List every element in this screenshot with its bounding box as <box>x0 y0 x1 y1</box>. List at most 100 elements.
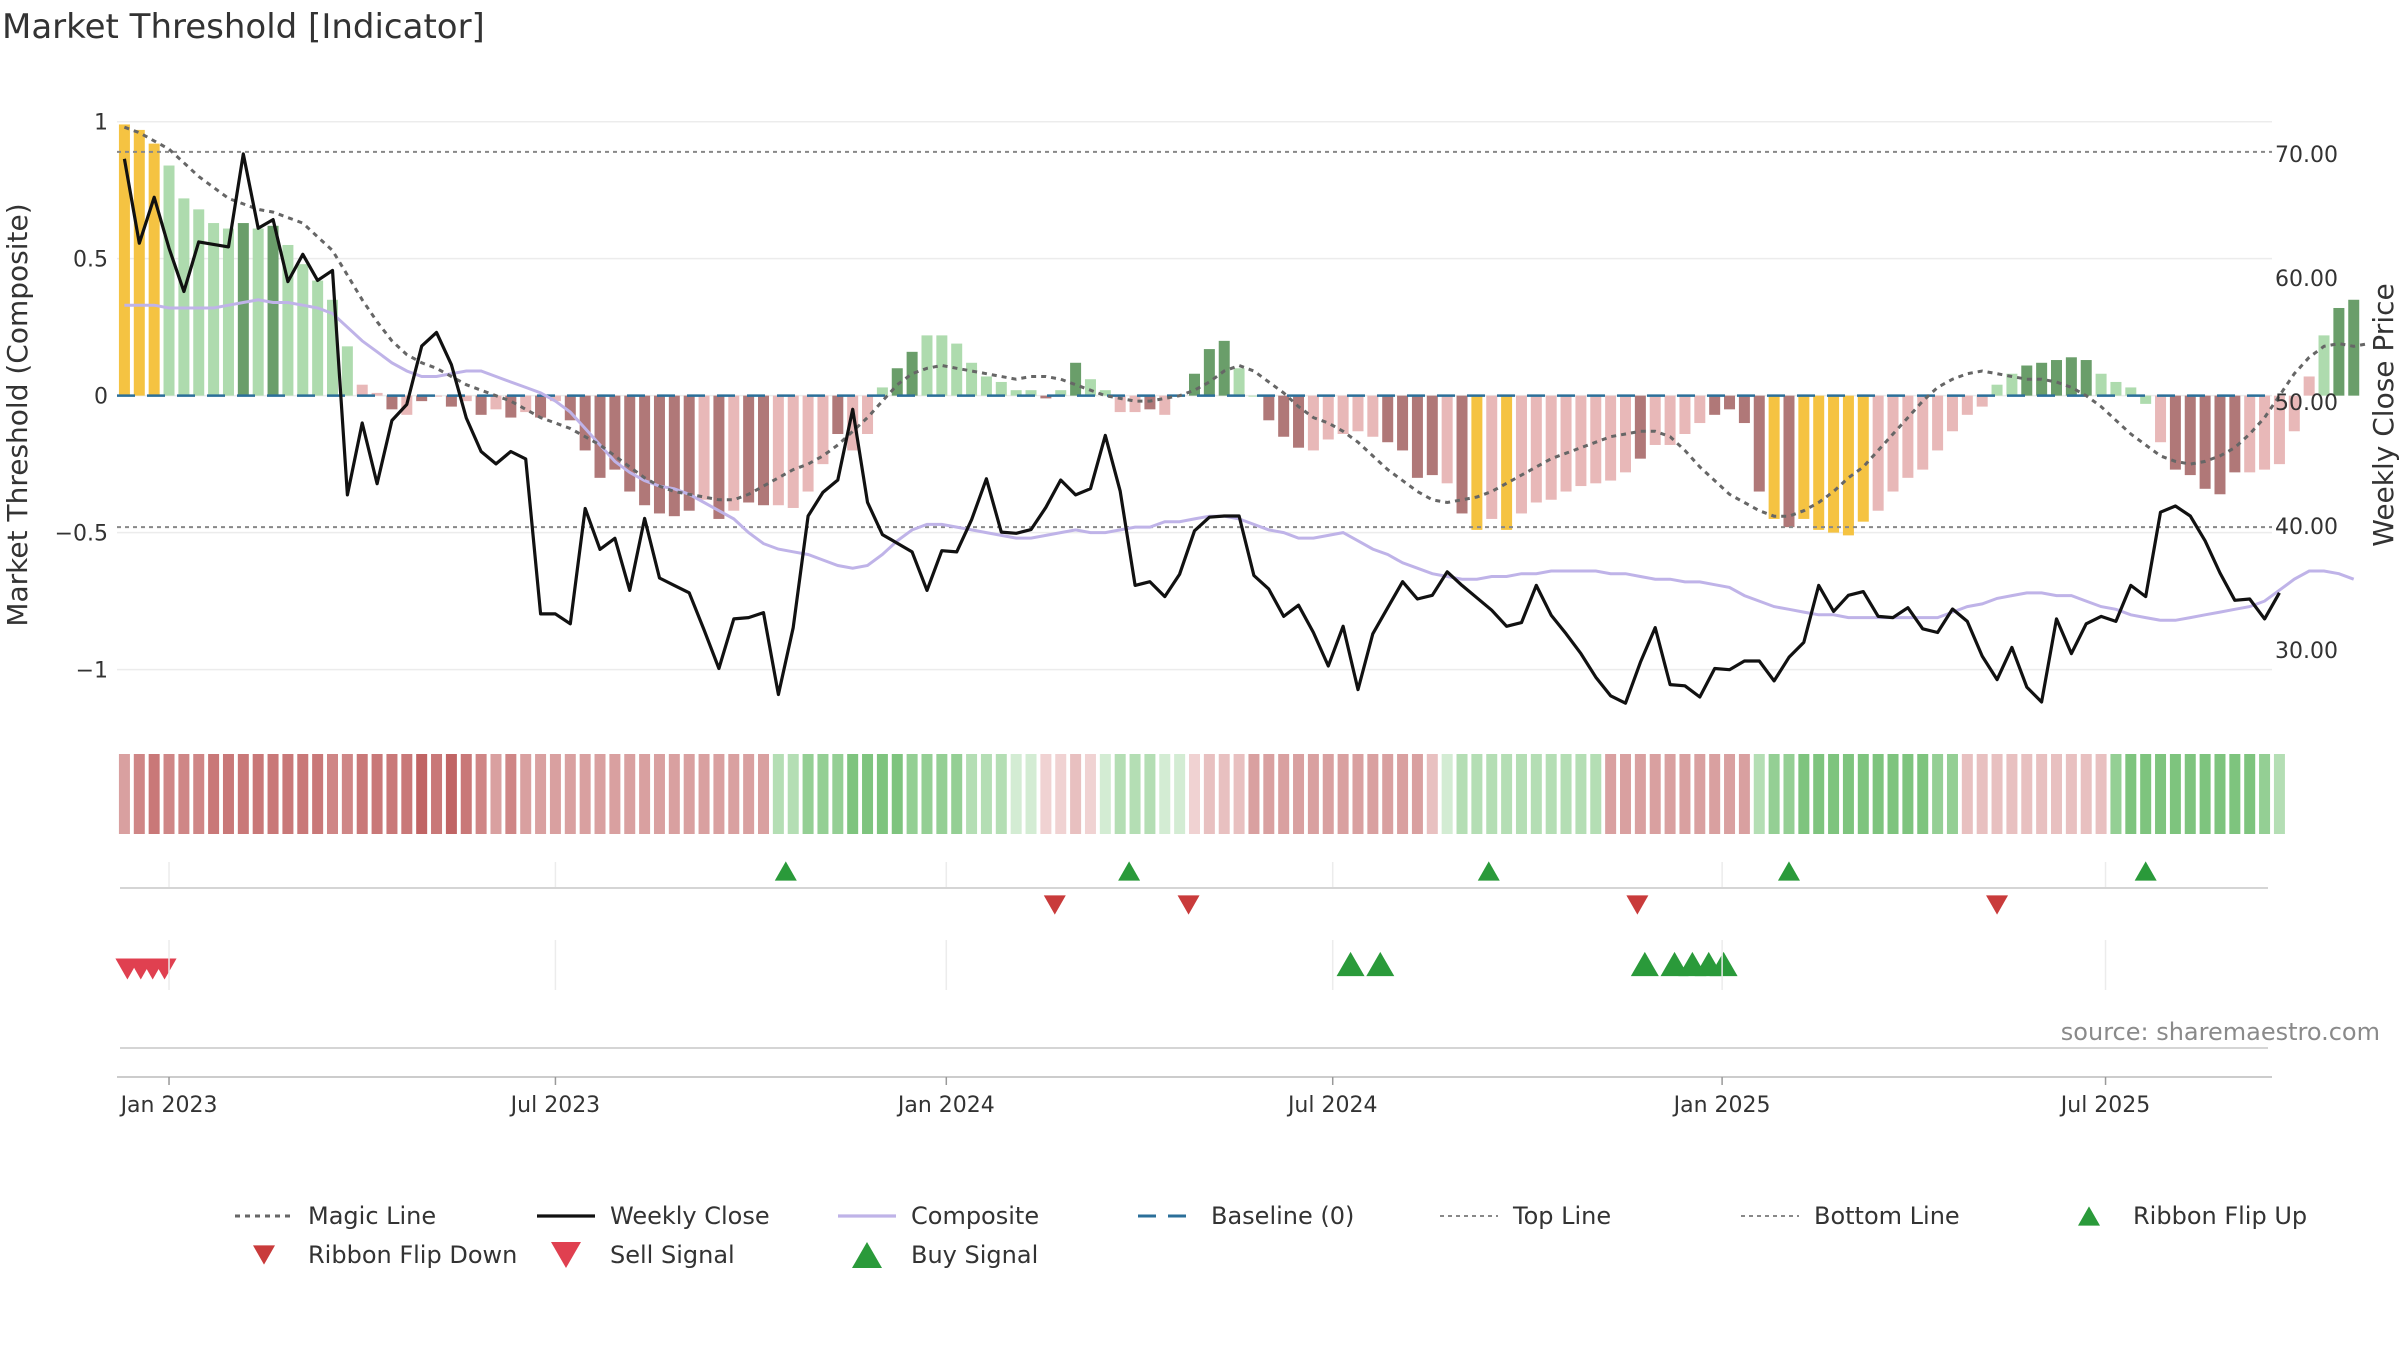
ribbon-flip-up-marker <box>2134 861 2157 881</box>
legend-swatch <box>551 1241 581 1269</box>
ribbon-cell <box>1471 754 1483 834</box>
ribbon-cell <box>1486 754 1498 834</box>
ribbon-flip-markers <box>774 861 2157 915</box>
histogram-bar <box>1783 395 1795 528</box>
histogram-bar <box>2333 307 2345 396</box>
ribbon-cell <box>1278 754 1290 834</box>
ribbon-flip-up-marker <box>774 861 797 881</box>
histogram-bar <box>876 387 888 396</box>
histogram-bar <box>222 228 234 396</box>
ribbon-cell <box>609 754 621 834</box>
ribbon-cell <box>163 754 175 834</box>
x-axis: Jan 2023 Jul 2023 Jan 2024 Jul 2024 Jan 2025… <box>117 862 2272 1118</box>
ribbon-cell <box>1798 754 1810 834</box>
ribbon-cell <box>371 754 383 834</box>
histogram-bar <box>758 395 769 506</box>
histogram-bar <box>431 395 443 397</box>
histogram-bar <box>133 129 145 396</box>
ribbon-cell <box>2199 754 2211 834</box>
histogram-bar <box>267 225 279 396</box>
y-axis-left-label: Market Threshold (Composite) <box>1 203 34 626</box>
ribbon-flip-up-marker <box>1777 861 1800 881</box>
ribbon-cell <box>980 754 992 834</box>
ribbon-cell <box>1203 754 1215 834</box>
histogram-bar <box>2065 357 2077 396</box>
histogram-bar <box>2244 395 2256 473</box>
ribbon-cell <box>1902 754 1914 834</box>
histogram-bar <box>1367 395 1379 437</box>
histogram-bar <box>1545 395 1557 500</box>
ribbon-cell <box>1055 754 1067 834</box>
ribbon-cell <box>817 754 829 834</box>
histogram-bar <box>1649 395 1661 445</box>
ribbon-strip <box>118 754 2285 834</box>
ribbon-cell <box>475 754 487 834</box>
histogram-bar <box>2229 395 2241 473</box>
histogram-bar <box>252 228 264 396</box>
histogram-bar <box>2184 395 2196 476</box>
histogram-bar <box>163 165 175 396</box>
histogram-bar <box>743 395 755 503</box>
ribbon-flip-down-marker <box>1626 895 1649 915</box>
ribbon-cell <box>2259 754 2271 834</box>
y-tick-right: 30.00 <box>2275 639 2338 664</box>
magic-line <box>123 125 2369 518</box>
ribbon-cell <box>2214 754 2226 834</box>
histogram-bar <box>802 395 814 492</box>
ribbon-cell <box>520 754 532 834</box>
histogram-bar <box>1575 395 1587 487</box>
histogram-bar <box>2303 376 2315 396</box>
ribbon-cell <box>1367 754 1379 834</box>
legend-label: Baseline (0) <box>1211 1202 1354 1230</box>
ribbon-cell <box>1857 754 1869 834</box>
histogram-bar <box>817 395 829 465</box>
y-tick-right: 40.00 <box>2275 515 2338 540</box>
histogram-bars <box>118 124 2360 536</box>
histogram-bar <box>475 395 487 415</box>
histogram-bar <box>1857 395 1869 522</box>
histogram-bar <box>1411 395 1423 478</box>
ribbon-cell <box>1159 754 1171 834</box>
y-tick-left: 0 <box>94 385 108 410</box>
ribbon-cell <box>490 754 502 834</box>
ribbon-cell <box>1946 754 1958 834</box>
histogram-bar <box>535 395 547 418</box>
ribbon-cell <box>1575 754 1587 834</box>
y-tick-left: 1 <box>94 111 108 136</box>
histogram-bar <box>193 209 205 396</box>
histogram-bar <box>772 395 784 506</box>
ribbon-cell <box>1337 754 1349 834</box>
histogram-bar <box>1976 395 1988 407</box>
ribbon-cell <box>1783 754 1795 834</box>
histogram-bar <box>1055 390 1067 396</box>
ribbon-cell <box>2036 754 2048 834</box>
ribbon-cell <box>237 754 249 834</box>
legend-swatch <box>253 1245 275 1265</box>
ribbon-cell <box>178 754 190 834</box>
histogram-bar <box>639 395 651 506</box>
ribbon-cell <box>1872 754 1884 834</box>
buy-signal-marker <box>1630 951 1659 977</box>
histogram-bar <box>1798 395 1810 519</box>
ribbon-cell <box>728 754 740 834</box>
ribbon-cell <box>1144 754 1156 834</box>
ribbon-cell <box>549 754 561 834</box>
ribbon-cell <box>624 754 636 834</box>
ribbon-cell <box>535 754 547 834</box>
x-tick-label: Jan 2023 <box>119 1093 218 1118</box>
ribbon-cell <box>341 754 353 834</box>
histogram-bar <box>1337 395 1349 435</box>
histogram-bar <box>148 143 160 396</box>
legend-item: Bottom Line <box>1741 1202 1960 1230</box>
ribbon-cell <box>772 754 784 834</box>
histogram-bar <box>178 198 190 396</box>
ribbon-cell <box>995 754 1007 834</box>
ribbon-cell <box>1634 754 1646 834</box>
histogram-bar <box>980 376 992 396</box>
histogram-bar <box>698 395 710 500</box>
signal-markers <box>115 951 1738 980</box>
x-tick-label: Jul 2023 <box>509 1093 601 1118</box>
ribbon-cell <box>1649 754 1661 834</box>
ribbon-cell <box>1352 754 1364 834</box>
